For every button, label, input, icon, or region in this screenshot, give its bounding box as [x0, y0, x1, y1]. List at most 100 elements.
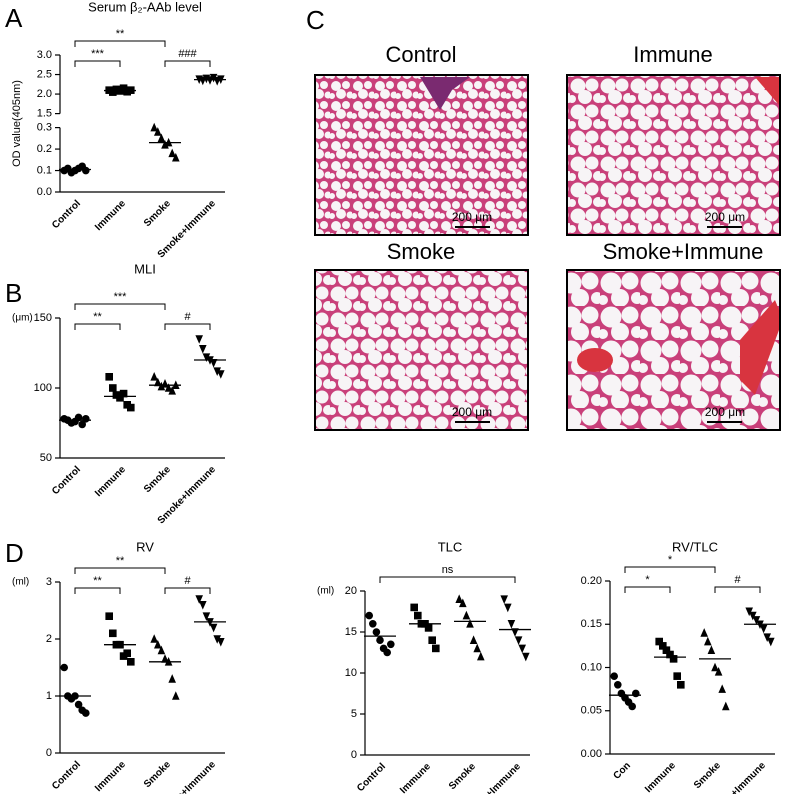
x-tick-label: Control	[50, 464, 83, 497]
y-tick-label: 10	[345, 667, 357, 679]
significance-label: ###	[178, 48, 197, 60]
x-tick-label: Control	[355, 761, 388, 794]
data-point	[514, 636, 523, 645]
significance-label: ns	[442, 564, 454, 576]
y-tick-label: 3.0	[37, 49, 52, 61]
data-point	[172, 152, 180, 162]
significance-bracket	[164, 60, 211, 67]
y-tick-label: 0.3	[37, 122, 52, 134]
x-tick-label: Immune	[93, 198, 128, 233]
data-point	[410, 603, 418, 612]
significance-label: #	[184, 575, 191, 587]
histology-image	[566, 74, 781, 236]
significance-bracket	[714, 586, 761, 593]
data-point	[157, 381, 166, 391]
data-point	[383, 648, 392, 657]
data-point	[74, 413, 83, 422]
data-point	[109, 384, 117, 392]
data-point	[150, 372, 158, 381]
data-point	[722, 701, 730, 711]
data-point	[455, 594, 463, 603]
data-point	[745, 607, 753, 617]
scale-label: 200 μm	[705, 210, 745, 224]
data-point	[372, 628, 381, 636]
significance-bracket	[74, 567, 166, 574]
data-point	[610, 672, 618, 680]
y-tick-label: 5	[351, 708, 357, 720]
significance-label: #	[184, 311, 191, 323]
scale-label: 200 μm	[452, 405, 492, 419]
x-tick-label: Control	[50, 198, 83, 231]
histology-smoke: Smoke 200 μm	[314, 239, 529, 431]
data-point	[74, 700, 83, 709]
data-point	[522, 652, 530, 662]
y-tick-label: 0.1	[37, 164, 52, 176]
data-point	[82, 166, 90, 175]
significance-bracket	[164, 587, 211, 594]
data-point	[209, 73, 218, 83]
data-point	[154, 127, 162, 136]
data-point	[150, 634, 158, 643]
chart-title: RV/TLC	[672, 539, 718, 554]
data-point	[105, 612, 113, 620]
data-point	[673, 672, 681, 680]
data-point	[209, 359, 218, 368]
significance-label: **	[93, 575, 102, 587]
data-point	[119, 389, 128, 398]
data-point	[109, 629, 117, 638]
data-point	[123, 649, 131, 658]
y-tick-label: 15	[345, 626, 357, 638]
data-point	[154, 377, 162, 387]
significance-label: *	[668, 554, 673, 566]
data-point	[213, 635, 221, 644]
panel-letter: A	[5, 3, 23, 33]
histology-image	[314, 74, 529, 236]
data-point	[763, 633, 771, 643]
data-point	[164, 383, 173, 392]
y-axis-label: (μm)	[12, 313, 33, 324]
chart-title: TLC	[438, 539, 463, 554]
data-point	[424, 624, 433, 632]
data-point	[157, 133, 166, 143]
data-point	[172, 691, 180, 700]
y-tick-label: 2.0	[37, 88, 52, 100]
y-tick-label: 100	[34, 382, 52, 394]
significance-label: **	[116, 555, 125, 567]
image-label: Smoke+Immune	[603, 239, 764, 264]
y-tick-label: 150	[34, 312, 52, 324]
data-point	[369, 620, 377, 628]
data-point	[752, 616, 761, 625]
data-point	[700, 628, 708, 637]
data-point	[711, 662, 719, 672]
data-point	[666, 650, 674, 659]
significance-label: ***	[91, 48, 105, 60]
data-point	[718, 684, 726, 693]
x-tick-label: Con	[611, 760, 633, 782]
significance-label: **	[116, 28, 125, 40]
data-point	[199, 601, 207, 610]
vessel	[577, 348, 613, 372]
data-point	[511, 628, 519, 637]
histology-control: Control 200 μm	[314, 42, 529, 236]
y-tick-label: 50	[40, 452, 52, 464]
data-point	[759, 624, 768, 634]
data-point	[209, 623, 218, 633]
y-tick-label: 0.0	[37, 186, 52, 198]
data-point	[154, 639, 162, 649]
x-tick-label: Immune	[398, 761, 433, 794]
data-point	[387, 640, 395, 649]
y-tick-label: 1.5	[37, 108, 52, 120]
data-point	[473, 643, 481, 653]
significance-bracket	[74, 323, 121, 330]
y-tick-label: 0	[351, 749, 357, 761]
y-tick-label: 20	[345, 585, 357, 597]
significance-bracket	[74, 60, 121, 67]
data-point	[714, 667, 723, 676]
data-point	[662, 646, 671, 654]
data-point	[213, 367, 221, 376]
data-point	[202, 353, 211, 362]
data-point	[704, 636, 712, 646]
significance-bracket	[164, 323, 211, 330]
data-point	[500, 595, 508, 604]
